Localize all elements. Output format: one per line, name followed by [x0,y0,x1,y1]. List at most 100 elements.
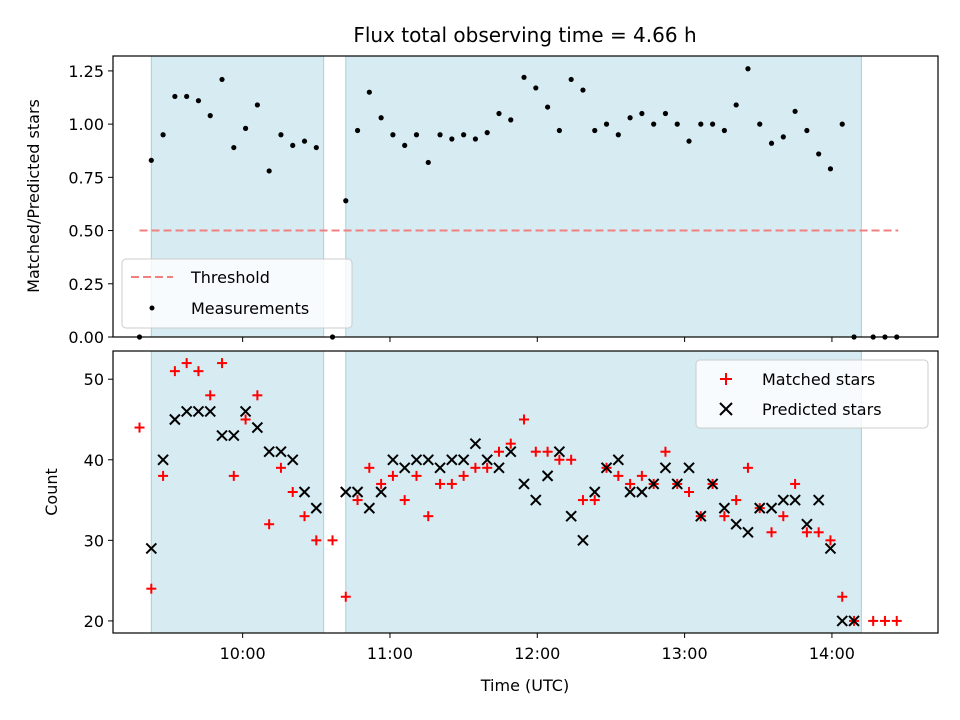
predicted-star-point [612,454,625,466]
predicted-star-point [647,478,660,490]
predicted-star-point [434,462,446,474]
matched-star-point [376,478,387,489]
measurement-point [148,157,154,163]
top-x-ticks [242,337,833,342]
predicted-star-point [671,478,683,490]
predicted-star-point [824,542,837,555]
measurement-point [290,142,296,149]
predicted-star-point [298,486,311,498]
measurement-point [603,121,610,127]
predicted-star-point [481,454,493,466]
bottom-legend: Matched stars Predicted stars [695,359,929,429]
top-legend: Threshold Measurements [121,258,353,329]
predicted-star-point [387,454,399,466]
matched-star-point [205,390,216,401]
measurement-point [651,121,657,127]
legend-threshold-label: Threshold [190,268,270,287]
measurement-point [378,115,384,121]
predicted-star-point [310,502,323,514]
matched-star-point [181,358,192,369]
top-shaded-intervals [150,55,862,338]
matched-star-point [387,470,398,481]
matched-star-point [891,615,902,626]
matched-star-point [505,438,516,449]
measurement-point [580,87,586,93]
legend-measurements-label: Measurements [191,299,309,318]
matched-star-point [837,591,848,602]
measurement-point [413,132,420,138]
top-y-tick-label: 1.00 [68,115,104,134]
predicted-star-point [683,462,695,474]
bottom-y-tick-label: 40 [84,451,104,470]
predicted-star-point [157,454,169,466]
matched-star-point [519,414,530,425]
measurement-point [721,127,727,134]
predicted-star-point [589,486,601,498]
matched-star-point [801,527,812,538]
matched-star-point [589,495,600,506]
measurement-point [816,151,822,157]
predicted-star-point [398,462,411,474]
measurement-point [804,127,810,134]
matched-star-point [275,462,286,473]
matched-star-point [287,487,298,497]
legend-matched-swatch [720,373,732,385]
predicted-star-point [410,454,423,466]
measurement-point [266,168,272,174]
measurement-point [472,136,479,142]
matched-star-point [240,414,251,425]
bottom-x-tick-label: 11:00 [367,644,413,663]
bottom-x-tick-label: 14:00 [809,644,855,663]
matched-star-point [742,462,753,473]
bottom-y-tick-label: 30 [84,531,104,550]
matched-star-point [411,470,422,481]
predicted-star-point [577,534,589,547]
matched-star-point [134,422,145,433]
measurement-point [627,115,633,121]
top-y-tick-label: 1.25 [68,62,104,81]
top-y-tick-label: 0.50 [68,222,104,241]
measurement-point [639,110,645,117]
predicted-star-point [505,446,517,458]
matched-star-point [399,495,410,506]
measurement-point [827,166,834,172]
matched-star-point [530,446,541,457]
predicted-star-point [216,429,228,442]
measurement-point [792,108,798,114]
matched-star-point [731,495,742,506]
predicted-star-point [192,405,205,418]
predicted-star-point [695,510,707,522]
measurement-point [508,117,514,123]
predicted-star-point [718,502,731,514]
measurement-point [366,89,372,95]
matched-star-point [613,470,624,481]
top-legend-box [121,258,353,329]
measurement-point [709,121,716,127]
top-y-tick-label: 0.75 [68,168,104,187]
predicted-star-point [180,405,193,418]
measurement-point [278,132,284,138]
bottom-shaded-interval [150,350,325,634]
predicted-star-point [422,454,434,466]
legend-matched-label: Matched stars [762,370,875,389]
top-panel: 0.00 0.25 0.50 0.75 1.00 1.25 Flux total obse… [24,23,939,347]
measurement-point [544,104,551,110]
predicted-star-point [169,413,181,426]
predicted-star-point [848,615,860,627]
measurement-point [461,132,467,138]
x-axis-label: Time (UTC) [480,676,569,695]
predicted-star-point [777,494,790,506]
predicted-star-point [469,437,482,450]
bottom-y-tick-label: 20 [84,612,104,631]
matched-star-point [542,446,553,457]
matched-star-point [554,454,565,465]
matched-star-point [684,487,695,497]
predicted-star-point [375,486,387,498]
measurement-point [301,138,308,144]
measurement-point [254,102,260,108]
bottom-panel: 20 30 40 50 10:00 11:00 12:00 13:00 14:00 Count… [42,350,939,695]
top-shaded-interval [345,55,862,338]
measurement-point [592,127,598,134]
measurement-point [568,76,574,83]
matched-star-point [625,478,636,489]
